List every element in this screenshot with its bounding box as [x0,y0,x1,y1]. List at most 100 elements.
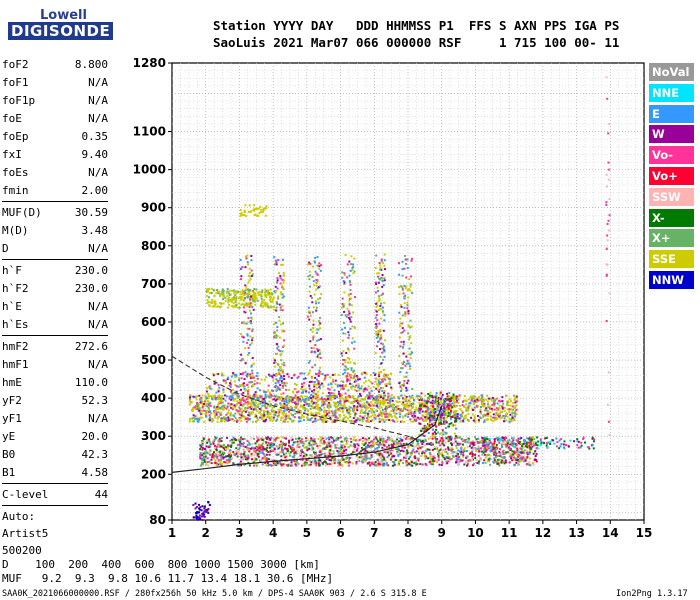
echo-point [462,454,465,457]
echo-point [243,299,246,302]
echo-point [351,395,354,398]
echo-point [261,300,264,303]
echo-point [277,297,280,300]
echo-point [332,394,335,397]
echo-point [409,443,412,446]
echo-point [445,406,448,409]
echo-point [403,420,406,423]
echo-point [515,413,518,416]
echo-point [240,407,243,410]
echo-point [421,418,424,421]
echo-point [199,416,202,419]
echo-point [364,409,367,412]
echo-point [204,412,207,415]
echo-point [371,444,374,447]
echo-point [406,307,409,310]
echo-point [282,322,285,325]
echo-point [457,449,460,452]
parameter-group-5: C-level 44 [2,486,108,504]
echo-point [443,444,446,447]
echo-point [221,454,224,457]
echo-point [401,260,404,263]
echo-point [300,438,303,441]
echo-point [318,454,321,457]
echo-point [239,291,242,294]
echo-point [360,453,363,456]
echo-point [212,374,215,377]
param-row-foes: foEs N/A [2,164,108,182]
echo-point [366,420,369,423]
echo-point [343,283,346,286]
echo-point [470,399,473,402]
echo-point [312,397,315,400]
echo-point [379,381,382,384]
echo-point [279,306,282,309]
echo-point [343,281,346,284]
echo-point [258,382,261,385]
echo-point [388,406,391,409]
echo-point [455,417,458,420]
echo-point [347,410,350,413]
echo-point [229,382,232,385]
echo-point [209,387,212,390]
echo-point [281,405,284,408]
echo-point [219,292,222,295]
echo-point [285,442,288,445]
echo-point [378,299,381,302]
echo-point [387,382,390,385]
echo-point [407,412,410,415]
echo-point [290,461,293,464]
echo-point [406,266,409,269]
echo-point [233,305,236,308]
echo-point [355,389,358,392]
echo-point [325,442,328,445]
echo-point [478,420,481,423]
echo-point [307,275,310,278]
echo-point [503,440,506,443]
echo-point [403,375,406,378]
echo-point [472,464,475,467]
echo-point [333,373,336,376]
echo-point [324,461,327,464]
echo-point [216,420,219,423]
echo-point [384,375,387,378]
echo-point [281,296,284,299]
echo-point [252,376,255,379]
echo-point [195,407,198,410]
echo-point [304,437,307,440]
echo-point [271,398,274,401]
echo-point [329,376,332,379]
echo-point [332,419,335,422]
echo-point [384,383,387,386]
echo-point [327,443,330,446]
echo-point [311,420,314,423]
echo-point [251,306,254,309]
echo-point [473,418,476,421]
echo-point [388,413,391,416]
header-line-1: Station YYYY DAY DDD HHMMSS P1 FFS S AXN… [213,18,620,33]
echo-point [363,371,366,374]
echo-point [452,451,455,454]
echo-point [324,464,327,467]
echo-point [252,293,255,296]
echo-point [488,454,491,457]
echo-point [330,440,333,443]
x-tick-label: 4 [269,526,277,540]
echo-point [346,399,349,402]
y-tick-label: 700 [141,277,166,291]
echo-point [276,373,279,376]
echo-point [473,406,476,409]
echo-point [217,403,220,406]
echo-point [501,400,504,403]
echo-point [204,397,207,400]
echo-point [383,420,386,423]
echo-point [389,399,392,402]
echo-point [248,411,251,414]
echo-point [259,291,262,294]
echo-point [370,456,373,459]
echo-point [274,412,277,415]
echo-point [235,390,238,393]
echo-point [386,376,389,379]
echo-point [376,388,379,391]
echo-point [288,400,291,403]
